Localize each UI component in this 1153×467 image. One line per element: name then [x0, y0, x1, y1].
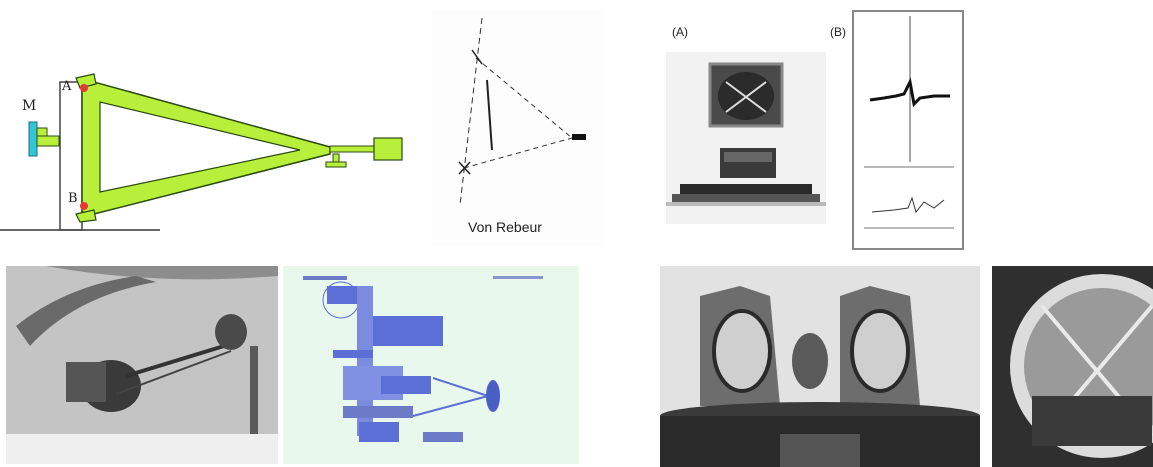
cross-suspension-photo — [992, 266, 1153, 467]
label-b: B — [68, 191, 78, 206]
label-a: A — [61, 79, 72, 94]
historical-pendulum-photo — [6, 266, 278, 464]
label-m: M — [22, 98, 36, 114]
von-rebeur-caption: Von Rebeur — [468, 219, 542, 235]
panel-b-record-plot — [852, 10, 964, 250]
panel-b-label: (B) — [830, 25, 846, 39]
blue-technical-drawing — [283, 266, 579, 464]
panel-a-instrument-photo: (A) — [660, 22, 832, 250]
von-rebeur-sketch: Von Rebeur — [432, 10, 602, 245]
twin-pendulum-photo — [660, 266, 980, 467]
panel-a-label: (A) — [672, 25, 688, 39]
panel-b-label-wrap: (B) — [830, 22, 860, 47]
pendulum-schematic: M A B — [0, 62, 420, 237]
